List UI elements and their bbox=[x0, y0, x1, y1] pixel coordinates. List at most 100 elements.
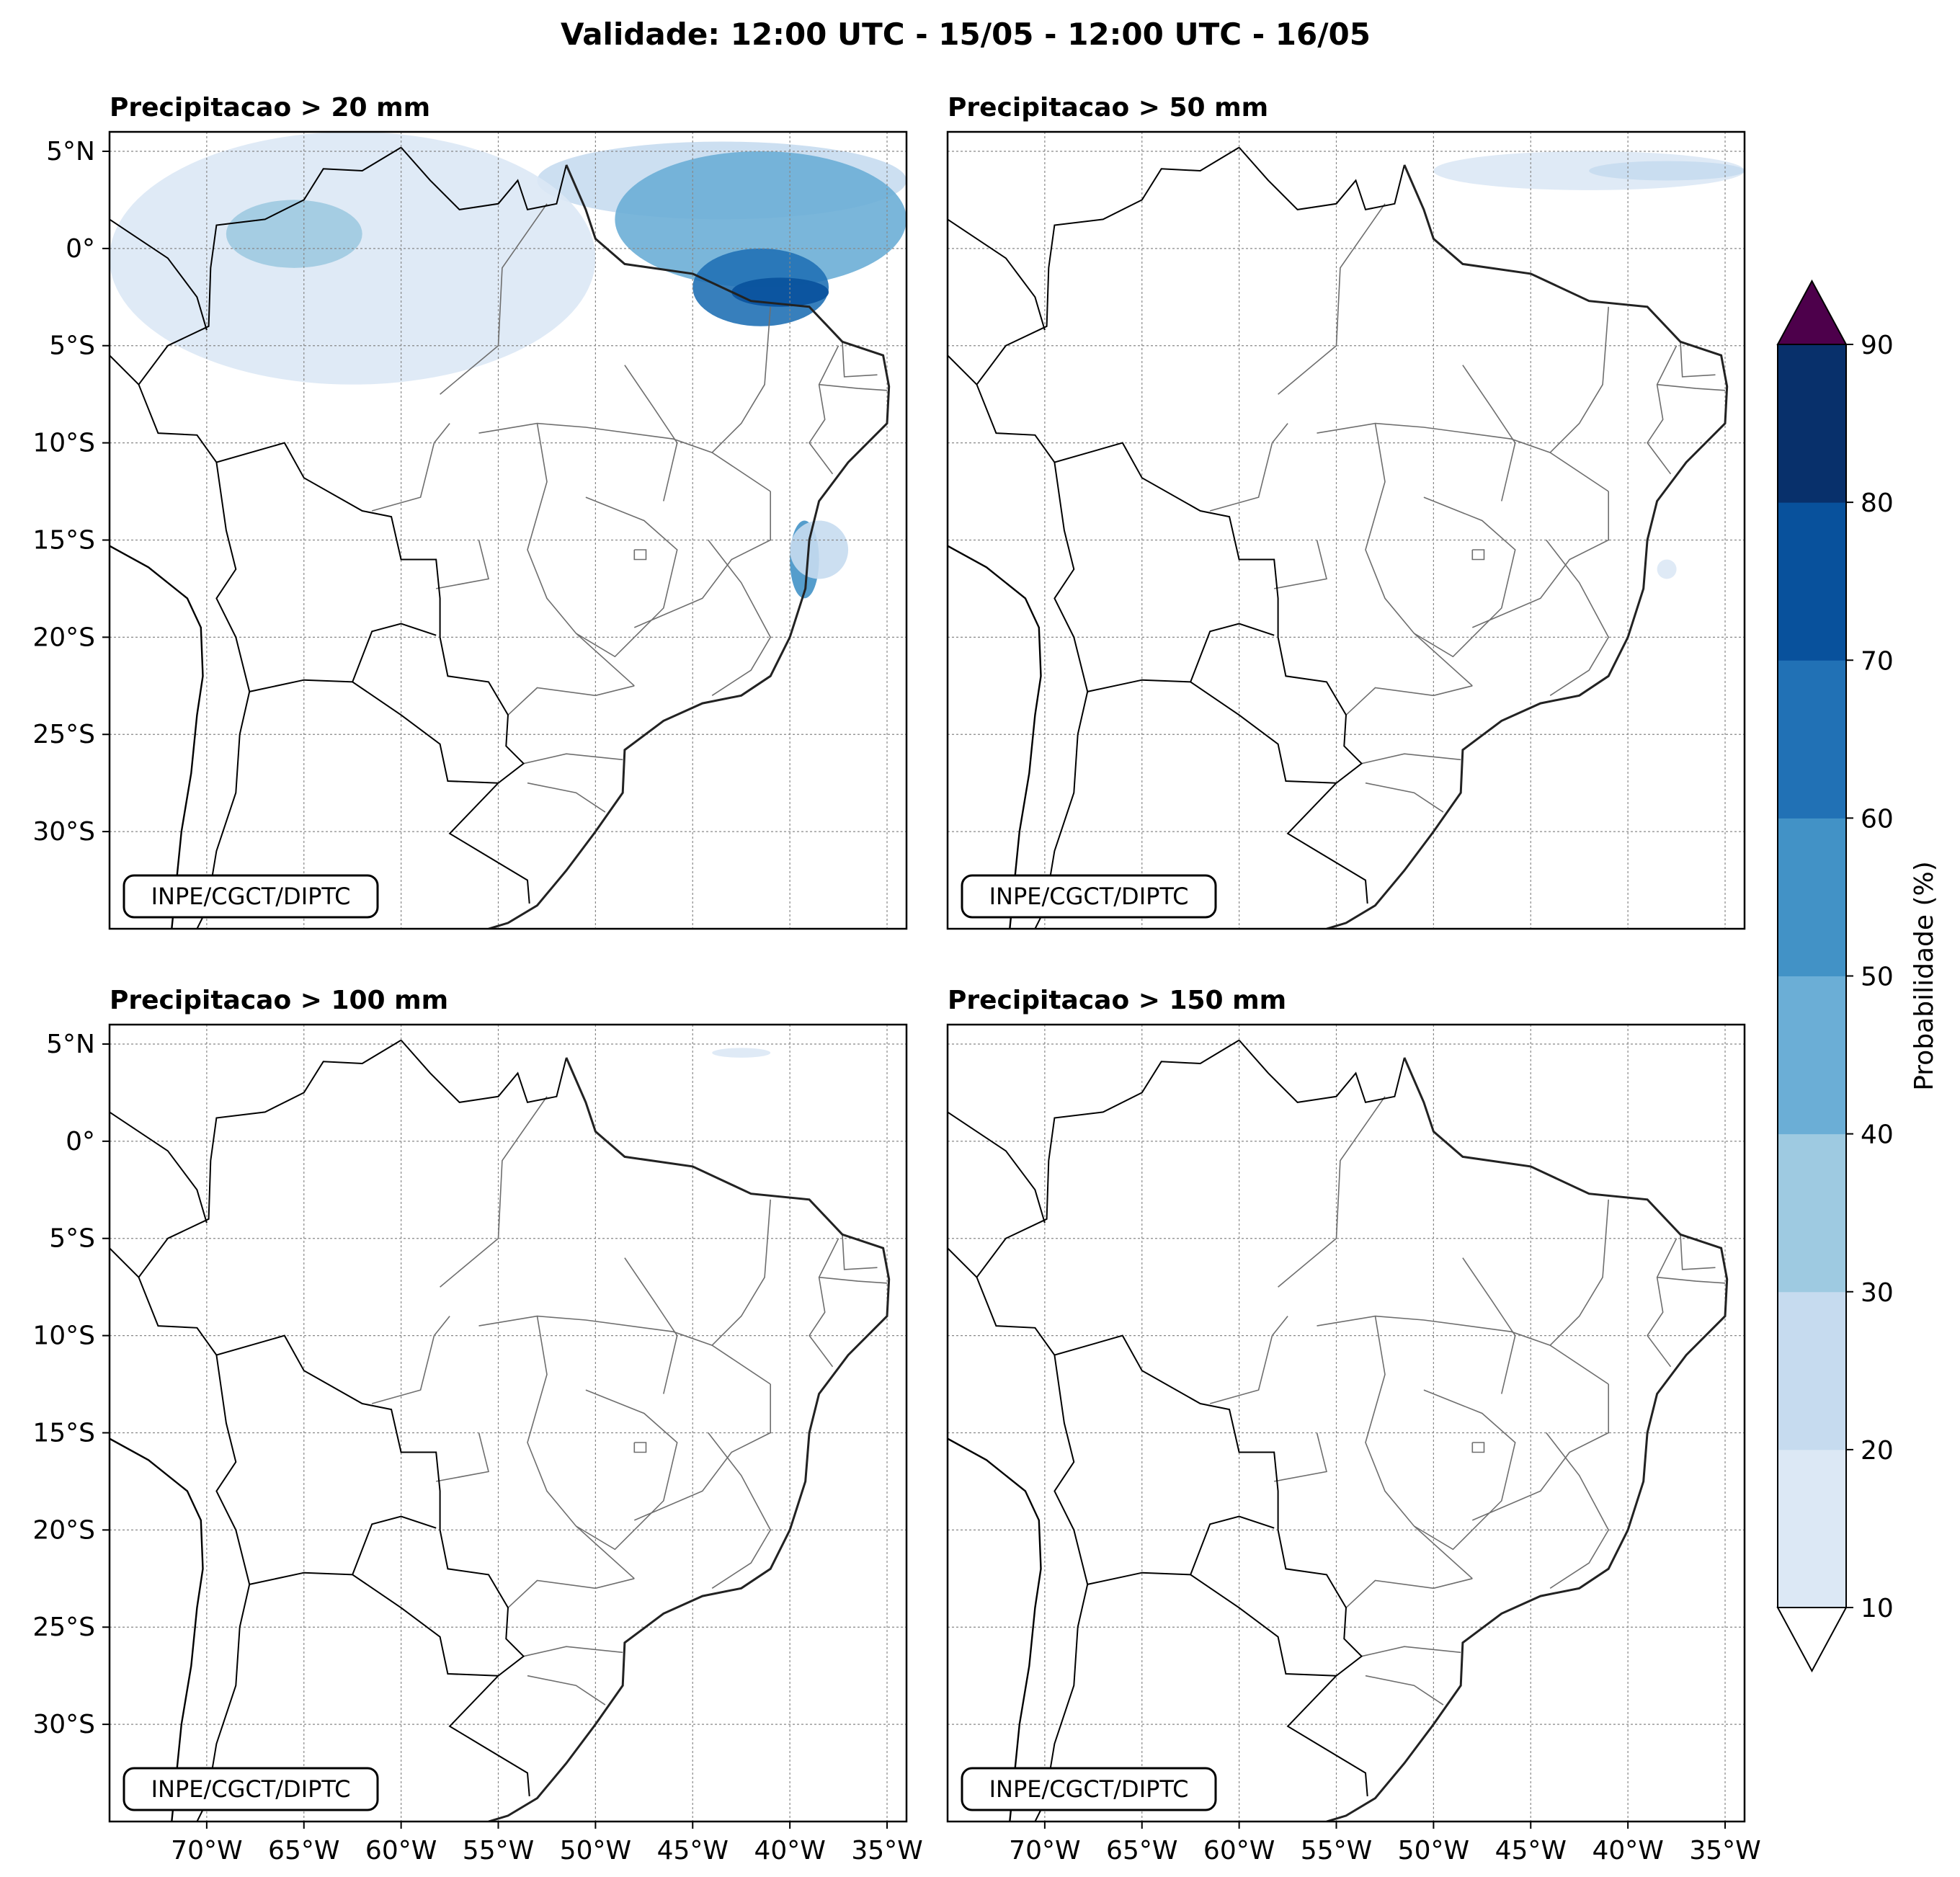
state-border bbox=[1471, 549, 1485, 561]
credit-box: INPE/CGCT/DIPTC bbox=[122, 874, 379, 919]
map-background bbox=[948, 1025, 1745, 1822]
country-border bbox=[976, 1039, 1368, 1796]
country-border bbox=[400, 1039, 567, 1104]
state-border bbox=[1274, 1432, 1327, 1482]
lon-tick-label: 40°W bbox=[1592, 1836, 1663, 1865]
lon-tick-label: 70°W bbox=[171, 1836, 242, 1865]
state-border bbox=[440, 1096, 548, 1288]
map-panel-3: Precipitacao > 100 mm INPE/CGCT/DIPTC 5°N 0… bbox=[32, 986, 922, 1865]
state-border bbox=[1546, 540, 1610, 696]
precip-probability-area bbox=[1433, 151, 1745, 190]
map-content bbox=[110, 132, 906, 929]
panel-title: Precipitacao > 100 mm bbox=[110, 986, 448, 1015]
state-border bbox=[1345, 685, 1473, 715]
coastline bbox=[488, 164, 891, 929]
country-border bbox=[1190, 1574, 1337, 1677]
lon-tick-label: 60°W bbox=[365, 1836, 437, 1865]
credit-label: INPE/CGCT/DIPTC bbox=[989, 1775, 1189, 1803]
state-border bbox=[708, 1432, 772, 1589]
state-border bbox=[507, 1578, 635, 1608]
state-border bbox=[1546, 1432, 1610, 1589]
state-border bbox=[633, 1384, 771, 1521]
map-frame bbox=[946, 130, 1746, 930]
coastline bbox=[1326, 1057, 1729, 1822]
country-border bbox=[138, 1039, 530, 1796]
state-border bbox=[711, 1199, 771, 1346]
coastline bbox=[1326, 164, 1729, 929]
lat-tick-label: 5°S bbox=[49, 1224, 95, 1254]
state-border bbox=[808, 1238, 839, 1368]
lon-tick-label: 50°W bbox=[1398, 1836, 1469, 1865]
country-border bbox=[110, 355, 140, 385]
lat-tick-label: 0° bbox=[66, 234, 95, 264]
coastline bbox=[948, 545, 1042, 929]
map-background bbox=[110, 1025, 906, 1822]
state-border bbox=[1471, 1384, 1609, 1521]
map-frame bbox=[108, 1023, 908, 1823]
state-border bbox=[527, 1316, 635, 1579]
map-panel-2: Precipitacao > 50 mm INPE/CGCT/DIPTC bbox=[946, 93, 1746, 930]
lon-tick-label: 40°W bbox=[754, 1836, 825, 1865]
precip-probability-area bbox=[615, 151, 906, 287]
state-border bbox=[1361, 1646, 1461, 1657]
state-border bbox=[633, 1442, 647, 1453]
panels: Precipitacao > 20 mm INPE/CGCT/DIPTC 5°N 0°… bbox=[32, 93, 1760, 1865]
lon-tick-label: 35°W bbox=[1689, 1836, 1760, 1865]
state-border bbox=[478, 1315, 771, 1385]
map-panel-1: Precipitacao > 20 mm INPE/CGCT/DIPTC 5°N 0°… bbox=[32, 93, 908, 930]
state-border bbox=[1365, 1675, 1444, 1706]
state-border bbox=[624, 1257, 678, 1394]
state-border bbox=[478, 422, 771, 492]
map-panel-4: Precipitacao > 150 mm INPE/CGCT/DIPTC 70°W… bbox=[946, 986, 1761, 1865]
state-border bbox=[842, 1234, 878, 1270]
state-border bbox=[1680, 342, 1716, 378]
coastline bbox=[110, 545, 204, 929]
precip-probability-area bbox=[790, 520, 849, 579]
map-background bbox=[948, 132, 1745, 929]
credit-frame bbox=[122, 874, 379, 919]
lon-tick-label: 65°W bbox=[268, 1836, 339, 1865]
precip-probability-area bbox=[712, 1048, 771, 1058]
state-border bbox=[1647, 1238, 1678, 1368]
lat-tick-label: 10°S bbox=[32, 1321, 95, 1351]
credit-box: INPE/CGCT/DIPTC bbox=[961, 874, 1217, 919]
credit-box: INPE/CGCT/DIPTC bbox=[961, 1767, 1217, 1811]
state-border bbox=[1365, 423, 1473, 687]
colorbar-tick-label: 40 bbox=[1861, 1120, 1894, 1150]
state-border bbox=[1278, 1096, 1386, 1288]
state-border bbox=[575, 1389, 678, 1551]
credit-box: INPE/CGCT/DIPTC bbox=[122, 1767, 379, 1811]
colorbar: 10 20 30 40 50 60 70 80 90 Probabilidade (%) bbox=[1776, 279, 1939, 1673]
lon-tick-label: 45°W bbox=[657, 1836, 729, 1865]
colorbar-segment bbox=[1778, 818, 1846, 976]
state-border bbox=[1365, 782, 1444, 813]
state-border bbox=[575, 496, 678, 658]
state-border bbox=[808, 345, 839, 475]
country-border bbox=[110, 1111, 208, 1223]
state-border bbox=[1680, 1234, 1716, 1270]
coastline bbox=[948, 1437, 1042, 1822]
state-border bbox=[1657, 1276, 1726, 1284]
state-border bbox=[1471, 1442, 1485, 1453]
lat-tick-label: 15°S bbox=[32, 525, 95, 555]
lon-tick-label: 55°W bbox=[463, 1836, 534, 1865]
lat-tick-label: 20°S bbox=[32, 623, 95, 652]
state-border bbox=[1413, 1389, 1516, 1551]
colorbar-segment bbox=[1778, 660, 1846, 819]
colorbar-segment bbox=[1778, 344, 1846, 503]
state-border bbox=[1549, 306, 1609, 453]
map-frame bbox=[946, 1023, 1746, 1823]
colorbar-under-arrow bbox=[1776, 1607, 1848, 1673]
state-border bbox=[819, 383, 888, 391]
credit-frame bbox=[961, 1767, 1217, 1811]
lon-tick-label: 55°W bbox=[1301, 1836, 1372, 1865]
colorbar-tick-label: 10 bbox=[1861, 1594, 1894, 1623]
colorbar-tick-label: 30 bbox=[1861, 1278, 1894, 1308]
lon-tick-label: 65°W bbox=[1106, 1836, 1177, 1865]
lat-tick-label: 25°S bbox=[32, 720, 95, 749]
state-border bbox=[527, 782, 606, 813]
lat-tick-label: 30°S bbox=[32, 817, 95, 847]
colorbar-over-arrow bbox=[1776, 279, 1848, 345]
country-border bbox=[1238, 146, 1405, 211]
country-border bbox=[948, 1111, 1046, 1223]
